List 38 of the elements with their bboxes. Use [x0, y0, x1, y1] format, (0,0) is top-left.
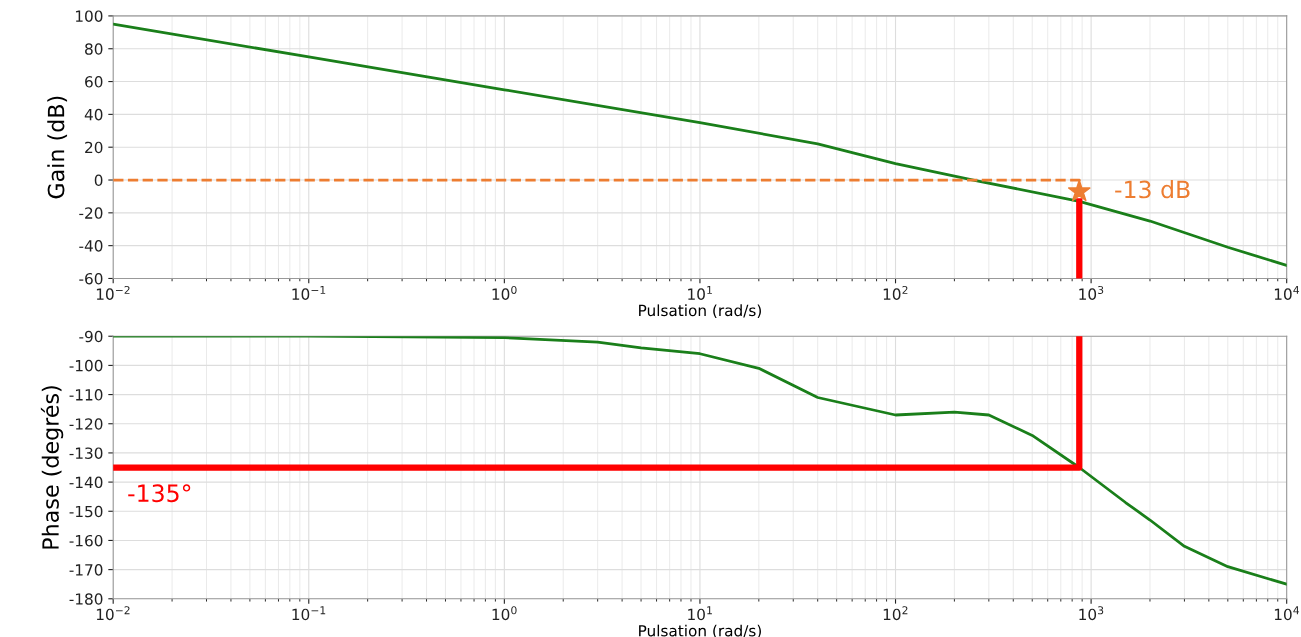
y-tick-label: -140: [69, 476, 103, 489]
x-tick-label: 10$^{−2}$: [96, 285, 130, 300]
y-tick-label: 80: [85, 43, 103, 55]
x-tick-label: 10$^{0}$: [492, 285, 517, 300]
annotation: -135°: [128, 484, 191, 503]
x-tick-label: 10$^{4}$: [1274, 286, 1300, 300]
y-tick-label: 60: [85, 76, 103, 88]
y-tick-label: -40: [79, 240, 103, 252]
y-tick-label: 20: [85, 141, 103, 154]
x-tick-label: 10$^{0}$: [492, 606, 517, 621]
y-tick-label: 100: [75, 10, 103, 22]
y-tick-label: -180: [69, 593, 103, 605]
y-tick-label: -160: [69, 534, 103, 547]
x-tick-label: 10$^{−2}$: [96, 606, 130, 621]
x-tick-label: 10$^{1}$: [688, 286, 712, 300]
x-tick-label: 10$^{−1}$: [292, 606, 326, 621]
y-tick-label: -120: [69, 418, 103, 430]
x-tick-label: 10$^{4}$: [1274, 606, 1300, 621]
annotation: -13 dB: [1115, 180, 1190, 199]
y-tick-label: -170: [69, 564, 103, 576]
x-tick-label: 10$^{2}$: [883, 285, 908, 300]
y-tick-label: -110: [69, 389, 103, 401]
y-tick-label: -150: [69, 505, 103, 518]
y-tick-label: -90: [79, 330, 103, 343]
x-tick-label: 10$^{2}$: [883, 606, 908, 621]
y-tick-label: 40: [84, 108, 103, 121]
y-tick-label: -130: [69, 447, 103, 459]
x-tick-label: 10$^{3}$: [1079, 606, 1104, 621]
x-axis-title: Pulsation (rad/s): [639, 304, 761, 318]
x-tick-label: 10$^{−1}$: [292, 286, 326, 300]
y-axis-title: Gain (dB): [47, 96, 68, 199]
y-tick-label: -60: [79, 272, 103, 285]
x-tick-label: 10$^{1}$: [688, 606, 712, 621]
y-tick-label: 0: [94, 174, 103, 187]
x-tick-label: 10$^{3}$: [1079, 285, 1104, 300]
y-tick-label: -100: [69, 359, 103, 372]
y-axis-title: Phase (degrés): [40, 386, 64, 549]
y-tick-label: -20: [79, 207, 103, 219]
